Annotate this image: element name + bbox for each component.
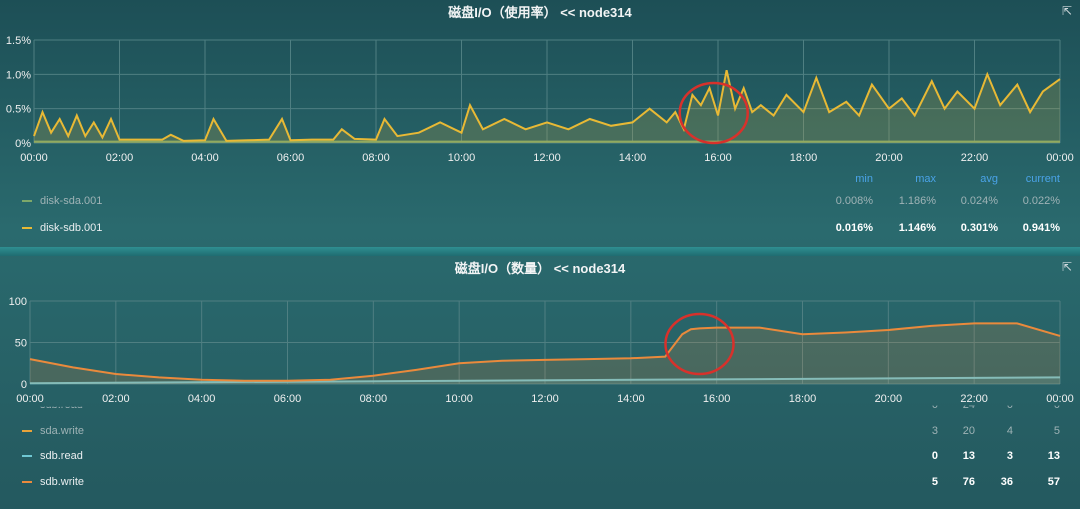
x-tick-label: 10:00: [448, 152, 476, 164]
legend-stat-value: 36: [1000, 475, 1013, 488]
legend-stat-value: 1.146%: [898, 222, 936, 234]
util-chart: 00:00 02:00 04:00 06:00 08:00 10:00 12:00 14:00…: [6, 35, 1074, 164]
legend-stat-value: 5: [931, 475, 938, 488]
legend-swatch: [22, 227, 32, 229]
legend-swatch: [22, 429, 32, 432]
series-line: [29, 322, 1061, 382]
annotation-circle: [664, 312, 735, 376]
legend-label: disk-sda.001: [40, 195, 103, 207]
y-tick-label: 0: [21, 379, 27, 391]
x-tick-label: 08:00: [360, 393, 388, 405]
legend-stat-value: 24: [962, 399, 975, 411]
x-tick-label: 00:00: [1046, 393, 1074, 405]
x-tick-label: 04:00: [191, 152, 219, 164]
x-tick-label: 16:00: [703, 393, 731, 405]
legend-stat-value: 4: [1006, 424, 1013, 437]
legend-label: sdb.write: [40, 475, 85, 488]
y-tick-label: 1.0%: [6, 69, 31, 81]
legend-stat-value: 13: [962, 450, 975, 462]
stats-header-current[interactable]: current: [1025, 173, 1060, 185]
legend-item[interactable]: sda.write: [22, 422, 84, 440]
legend-stat-value: 0.024%: [960, 195, 998, 207]
stats-header-avg[interactable]: avg: [980, 173, 998, 185]
legend-label: sdb.read: [40, 399, 83, 411]
stats-header-max[interactable]: max: [915, 173, 936, 185]
x-tick-label: 18:00: [790, 152, 818, 164]
x-tick-label: 18:00: [789, 393, 817, 405]
legend-stat-value: 13: [1047, 450, 1060, 462]
x-tick-label: 02:00: [106, 152, 134, 164]
x-tick-label: 00:00: [1046, 152, 1074, 164]
legend-stat-value: 0.301%: [960, 222, 998, 234]
y-tick-label: 0.5%: [6, 104, 31, 116]
legend-stat-value: 20: [962, 424, 975, 437]
x-tick-label: 22:00: [961, 152, 989, 164]
legend-stat-value: 0: [1006, 399, 1013, 411]
legend-label: disk-sdb.001: [40, 222, 103, 234]
x-tick-label: 16:00: [704, 152, 732, 164]
panel-title: 磁盘I/O（使用率） << node314: [448, 5, 632, 20]
legend-stat-value: 0: [931, 450, 938, 462]
panel-menu-icon[interactable]: ⇱: [1061, 4, 1072, 18]
panel-divider: [0, 247, 1080, 256]
legend-stat-value: 0.941%: [1022, 222, 1060, 234]
x-tick-label: 06:00: [274, 393, 302, 405]
x-tick-label: 20:00: [875, 152, 903, 164]
legend-stat-value: 1.186%: [898, 195, 936, 207]
x-tick-label: 06:00: [277, 152, 305, 164]
legend-item[interactable]: sdb.read: [22, 447, 83, 465]
disk-count-panel: 磁盘I/O（数量） << node314 ⇱ 00:00 02:00 04:00 06…: [0, 256, 1080, 509]
legend-label: sda.write: [40, 424, 85, 437]
legend-swatch: [22, 200, 32, 202]
count-chart: 00:00 02:00 04:00 06:00 08:00 10:00 12:00 14:00…: [9, 296, 1074, 405]
y-tick-label: 0%: [15, 138, 31, 150]
disk-util-panel: 磁盘I/O（使用率） << node314 ⇱ 00:00 02:00 04:00 0…: [0, 0, 1080, 247]
legend-stat-value: 0.016%: [835, 222, 873, 234]
legend-item[interactable]: disk-sda.001: [22, 192, 102, 210]
legend-swatch: [22, 480, 32, 483]
x-tick-label: 12:00: [531, 393, 559, 405]
legend-stat-value: 57: [1047, 475, 1060, 488]
x-tick-label: 00:00: [20, 152, 48, 164]
x-tick-label: 14:00: [619, 152, 647, 164]
legend-stat-value: 0: [1053, 399, 1060, 411]
x-tick-label: 20:00: [875, 393, 903, 405]
x-tick-label: 10:00: [445, 393, 473, 405]
legend-stat-value: 3: [1006, 450, 1013, 462]
legend-stat-value: 5: [1053, 424, 1060, 437]
x-tick-label: 00:00: [16, 393, 44, 405]
legend-stat-value: 0.022%: [1022, 195, 1060, 207]
x-tick-label: 02:00: [102, 393, 130, 405]
x-tick-label: 08:00: [362, 152, 390, 164]
x-tick-label: 04:00: [188, 393, 216, 405]
legend-item[interactable]: sdb.write: [22, 473, 84, 491]
x-tick-label: 14:00: [617, 393, 645, 405]
series-area: [34, 70, 1060, 143]
legend-stat-value: 0: [931, 399, 938, 411]
legend-label: sdb.read: [40, 450, 83, 462]
stats-header-min[interactable]: min: [855, 173, 873, 185]
y-tick-label: 1.5%: [6, 35, 31, 47]
legend-stat-value: 0.008%: [835, 195, 873, 207]
legend-swatch: [22, 455, 32, 457]
legend-stat-value: 3: [931, 424, 938, 437]
x-tick-label: 22:00: [960, 393, 988, 405]
panel-title: 磁盘I/O（数量） << node314: [454, 261, 626, 276]
annotation-circle: [678, 81, 749, 145]
y-tick-label: 50: [15, 338, 27, 350]
series-line: [29, 376, 1061, 385]
legend-stat-value: 76: [962, 475, 975, 488]
legend-item[interactable]: sdb.read: [22, 399, 83, 414]
series-area: [30, 323, 1060, 384]
series-line: [33, 69, 1061, 142]
x-tick-label: 12:00: [533, 152, 561, 164]
panel-menu-icon[interactable]: ⇱: [1061, 260, 1072, 274]
y-tick-label: 100: [9, 296, 27, 308]
legend-item[interactable]: disk-sdb.001: [22, 219, 102, 237]
